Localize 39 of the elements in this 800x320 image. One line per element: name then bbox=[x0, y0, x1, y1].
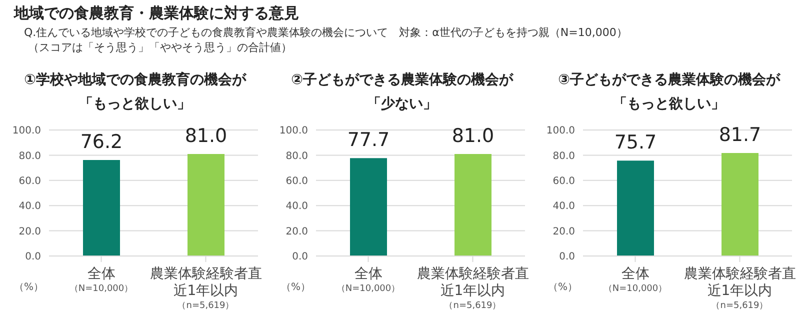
data-label: 75.7 bbox=[614, 132, 657, 154]
y-axis-title: （%） bbox=[281, 281, 311, 294]
x-tick-label: 全体（N=10,000） bbox=[69, 266, 134, 294]
x-tick-label: 全体（N=10,000） bbox=[603, 266, 668, 294]
y-tick-label: 80.0 bbox=[286, 150, 308, 162]
text: （スコアは「そう思う」「ややそう思う」の合計値） bbox=[27, 40, 293, 55]
y-tick-label: 100.0 bbox=[279, 126, 308, 137]
y-tick-label: 0.0 bbox=[559, 252, 575, 263]
data-label: 81.7 bbox=[718, 124, 762, 146]
x-tick-label: 農業体験経験者直近1年以内（n=5,619） bbox=[416, 266, 530, 313]
x-tick-label: 農業体験経験者直近1年以内（n=5,619） bbox=[148, 266, 263, 313]
x-tick-label: 農業体験経験者直近1年以内（n=5,619） bbox=[682, 266, 797, 313]
text: 地域での食農教育・農業体験に対する意見 bbox=[14, 4, 300, 23]
data-label: 76.2 bbox=[80, 130, 123, 153]
text: Q.住んでいる地域や学校での子どもの食農教育や農業体験の機会について 対象：α世代の子どもを持つ親（N=10,000） bbox=[23, 25, 628, 40]
y-tick-label: 60.0 bbox=[552, 176, 575, 187]
data-label: 77.7 bbox=[347, 129, 390, 152]
y-tick-label: 100.0 bbox=[546, 126, 575, 137]
y-tick-label: 80.0 bbox=[552, 150, 575, 162]
y-tick-label: 20.0 bbox=[286, 226, 308, 238]
x-tick-label: 全体（N=10,000） bbox=[336, 266, 400, 294]
chart-title: ③子どもができる農業体験の機会が「もっと欲しい」 bbox=[557, 71, 782, 114]
y-tick-label: 40.0 bbox=[18, 201, 41, 212]
y-tick-label: 0.0 bbox=[25, 252, 41, 263]
y-tick-label: 20.0 bbox=[18, 226, 41, 238]
y-tick-label: 100.0 bbox=[12, 126, 41, 137]
data-label: 81.0 bbox=[184, 124, 228, 147]
y-tick-label: 60.0 bbox=[286, 176, 308, 187]
y-tick-label: 40.0 bbox=[552, 201, 575, 212]
y-tick-label: 0.0 bbox=[292, 252, 308, 263]
y-tick-label: 60.0 bbox=[18, 176, 41, 187]
chart-title: ②子どもができる農業体験の機会が「少ない」 bbox=[290, 71, 514, 114]
y-tick-label: 20.0 bbox=[552, 226, 575, 238]
data-label: 81.0 bbox=[452, 124, 494, 147]
y-tick-label: 80.0 bbox=[18, 150, 41, 162]
y-axis-title: （%） bbox=[548, 281, 578, 294]
y-axis-title: （%） bbox=[14, 281, 44, 294]
chart-title: ①学校や地域での食農教育の機会が「もっと欲しい」 bbox=[23, 70, 248, 114]
y-tick-label: 40.0 bbox=[286, 201, 308, 212]
